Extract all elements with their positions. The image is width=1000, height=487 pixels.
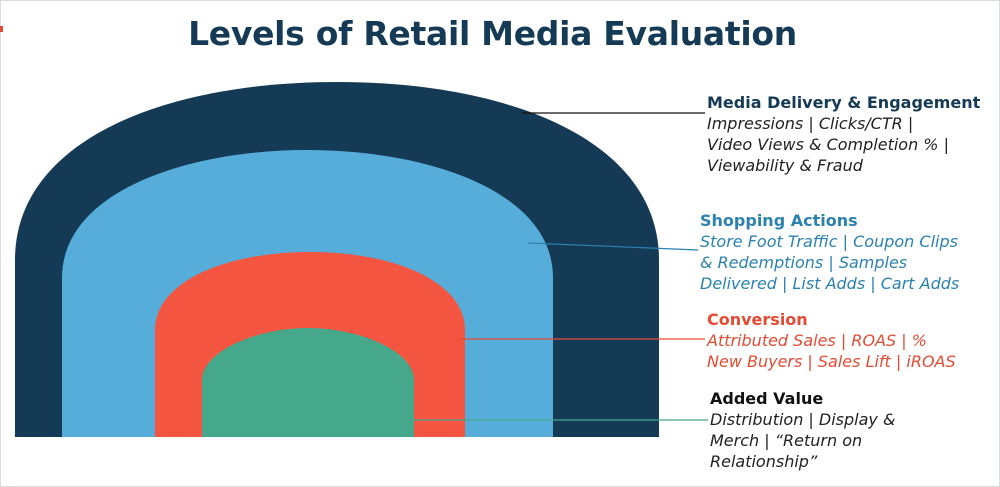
label-added-value: Added Value Distribution | Display & Mer… <box>710 388 985 472</box>
metric-line: Attributed Sales | ROAS | % <box>707 331 927 350</box>
heading-added-value: Added Value <box>710 389 824 408</box>
metric-line: & Redemptions | Samples <box>700 253 908 272</box>
metric-line: Relationship” <box>710 452 818 471</box>
metric-line: Merch | “Return on <box>710 431 863 450</box>
connector-shopping-actions <box>527 242 699 251</box>
page-title: Levels of Retail Media Evaluation <box>188 14 797 53</box>
metric-line: Distribution | Display & <box>710 410 896 429</box>
metric-line: Delivered | List Adds | Cart Adds <box>700 274 960 293</box>
arch-added-value <box>202 328 414 437</box>
metric-line: Impressions | Clicks/CTR | <box>707 114 914 133</box>
metric-line: Video Views & Completion % | <box>707 135 949 154</box>
label-shopping-actions: Shopping Actions Store Foot Traffic | Co… <box>700 210 992 294</box>
metric-line: Viewability & Fraud <box>707 156 863 175</box>
metric-line: Store Foot Traffic | Coupon Clips <box>700 232 958 251</box>
edge-marker <box>0 26 3 32</box>
metric-line: New Buyers | Sales Lift | iROAS <box>707 352 956 371</box>
label-media-delivery: Media Delivery & Engagement Impressions … <box>707 92 992 176</box>
heading-shopping-actions: Shopping Actions <box>700 211 858 230</box>
heading-media-delivery: Media Delivery & Engagement <box>707 93 981 112</box>
heading-conversion: Conversion <box>707 310 808 329</box>
label-conversion: Conversion Attributed Sales | ROAS | % N… <box>707 309 992 372</box>
